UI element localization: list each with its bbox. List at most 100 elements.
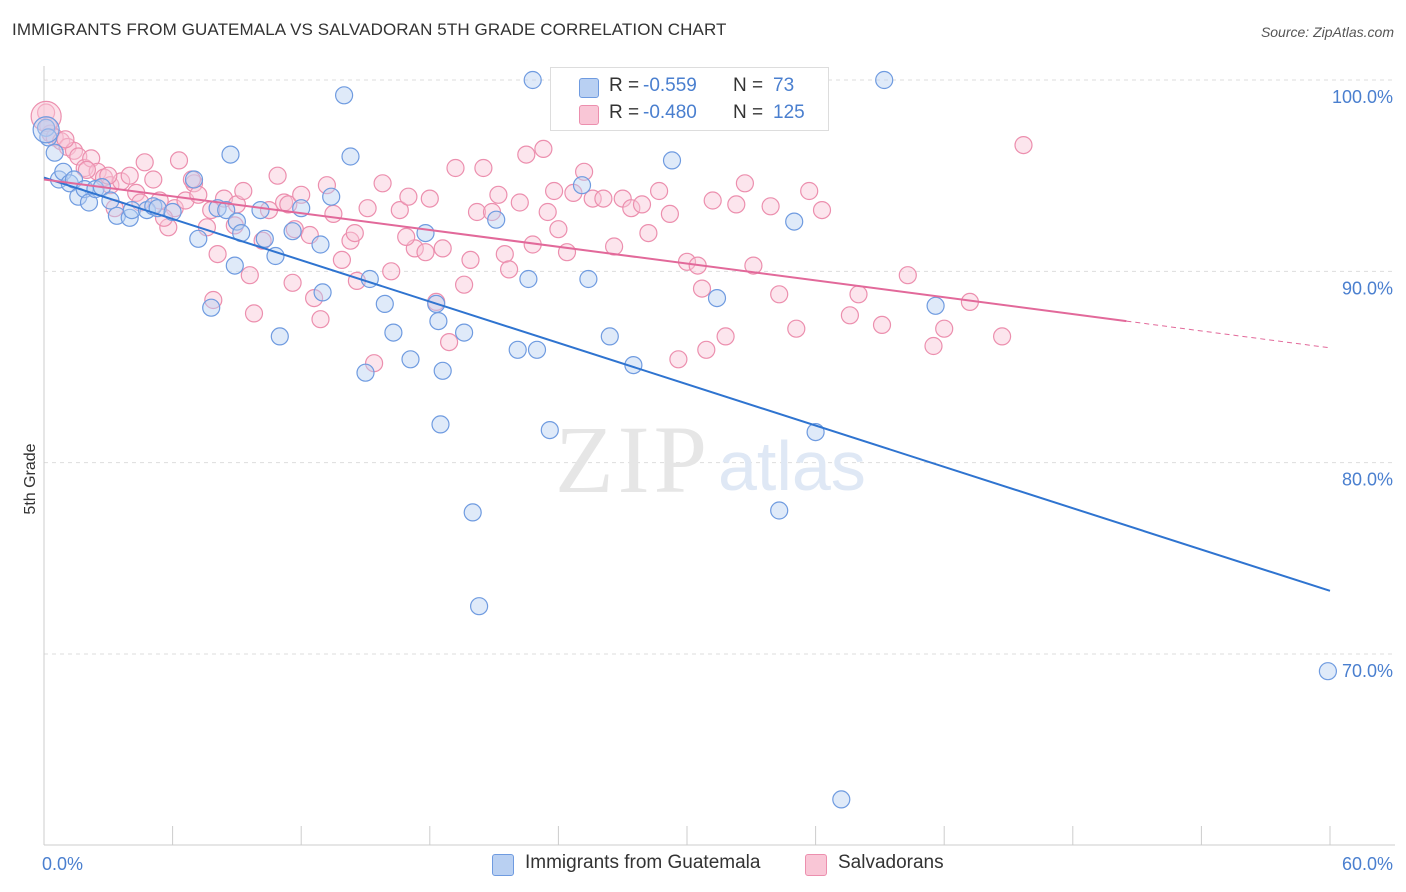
salvadorans-point xyxy=(992,327,1012,346)
salvadorans-point xyxy=(324,204,343,223)
salvadorans-point xyxy=(898,266,917,285)
salvadorans-point xyxy=(268,166,287,185)
legend-row-salvadorans: R = -0.480 N = 125 xyxy=(551,101,828,127)
guatemala-point xyxy=(45,143,64,162)
salvadorans-point xyxy=(622,199,641,218)
salvadorans-point xyxy=(669,350,688,369)
guatemala-point xyxy=(540,421,559,440)
salvadorans-point xyxy=(311,310,330,329)
salvadorans-point xyxy=(461,250,480,269)
salvadorans-point xyxy=(77,160,97,179)
guatemala-point xyxy=(225,256,244,275)
guatemala-point xyxy=(875,70,894,90)
salvadorans-point xyxy=(692,279,712,298)
guatemala-point xyxy=(311,235,330,254)
y-tick-label: 80.0% xyxy=(1342,470,1393,490)
guatemala-point xyxy=(1318,662,1338,681)
bottom-legend-label: Immigrants from Guatemala xyxy=(525,852,761,873)
salvadorans-point xyxy=(660,204,680,223)
guatemala-point xyxy=(313,283,332,302)
salvadorans-point xyxy=(397,227,416,246)
guatemala-point xyxy=(270,327,289,346)
guatemala-point xyxy=(508,340,527,359)
stats-legend: R = -0.559 N = 73 R = -0.480 N = 125 xyxy=(550,67,829,131)
guatemala-point xyxy=(926,296,945,315)
salvadorans-point xyxy=(935,319,954,338)
guatemala-point xyxy=(431,415,450,434)
trend-lines xyxy=(43,176,1331,592)
salvadorans-point xyxy=(632,195,652,214)
salvadorans-point xyxy=(399,187,418,206)
salvadorans-point xyxy=(99,166,118,185)
guatemala-point xyxy=(266,246,285,266)
salvadorans-point xyxy=(358,199,377,218)
salvadorans-point xyxy=(416,243,435,262)
guatemala-point xyxy=(202,298,221,317)
guatemala-point xyxy=(572,176,592,195)
guatemala-point xyxy=(416,224,435,243)
salvadorans-point xyxy=(373,174,392,193)
series-salvadorans-points xyxy=(30,70,1033,373)
y-tick-labels: 100.0% 90.0% 80.0% 70.0% xyxy=(1332,87,1393,681)
salvadorans-point xyxy=(283,273,302,292)
salvadorans-trend-line xyxy=(43,178,1127,323)
salvadorans-point xyxy=(240,266,259,285)
legend-row-guatemala: R = -0.559 N = 73 xyxy=(551,74,828,100)
guatemala-point xyxy=(217,201,236,220)
bottom-legend-label: Salvadorans xyxy=(838,852,944,873)
salvadorans-point xyxy=(345,224,364,243)
salvadorans-point xyxy=(639,224,658,243)
salvadorans-point xyxy=(120,166,139,185)
guatemala-point xyxy=(519,269,538,289)
guatemala-point xyxy=(832,790,851,809)
legend-r-label: R = xyxy=(609,102,640,123)
axes xyxy=(43,66,1395,846)
y-tick-label: 70.0% xyxy=(1342,661,1393,681)
bottom-legend-swatch-pink xyxy=(805,854,827,876)
salvadorans-point xyxy=(234,181,253,201)
guatemala-point xyxy=(579,269,598,289)
guatemala-point xyxy=(455,323,474,342)
chart-title: IMMIGRANTS FROM GUATEMALA VS SALVADORAN … xyxy=(12,20,727,39)
legend-swatch-pink xyxy=(579,105,599,125)
salvadorans-point xyxy=(744,256,763,275)
guatemala-point xyxy=(122,201,141,220)
salvadorans-point xyxy=(735,174,755,193)
grid-lines xyxy=(44,79,1395,655)
salvadorans-point xyxy=(489,185,508,204)
guatemala-point xyxy=(221,145,240,164)
salvadorans-point xyxy=(583,189,602,208)
salvadorans-point xyxy=(703,191,722,210)
guatemala-point xyxy=(356,363,375,382)
salvadorans-point xyxy=(872,315,892,334)
salvadorans-point xyxy=(317,176,336,195)
guatemala-point xyxy=(189,229,208,248)
salvadorans-point xyxy=(761,197,780,216)
salvadorans-point xyxy=(332,250,351,269)
salvadorans-point xyxy=(500,260,519,279)
salvadorans-point xyxy=(727,195,746,214)
salvadorans-point xyxy=(534,139,553,158)
guatemala-point xyxy=(163,202,182,222)
salvadorans-point xyxy=(382,262,401,281)
guatemala-point xyxy=(600,327,619,346)
salvadorans-point xyxy=(390,201,409,220)
salvadorans-point xyxy=(924,336,943,356)
guatemala-point xyxy=(335,86,354,105)
salvadorans-point xyxy=(549,220,568,239)
guatemala-point xyxy=(662,151,682,170)
salvadorans-point xyxy=(433,239,452,258)
x-tick-labels: 0.0% 60.0% xyxy=(42,854,1393,874)
salvadorans-point xyxy=(697,340,716,359)
guatemala-trend-line xyxy=(43,176,1331,592)
watermark-zip: ZIP xyxy=(555,406,711,513)
guatemala-point xyxy=(429,312,448,331)
salvadorans-point xyxy=(594,189,613,208)
salvadorans-point xyxy=(1014,136,1033,155)
guatemala-point xyxy=(527,340,547,359)
salvadorans-point xyxy=(544,181,564,201)
salvadorans-point xyxy=(420,189,439,208)
legend-r-label: R = xyxy=(609,75,640,96)
salvadorans-point xyxy=(840,306,860,325)
